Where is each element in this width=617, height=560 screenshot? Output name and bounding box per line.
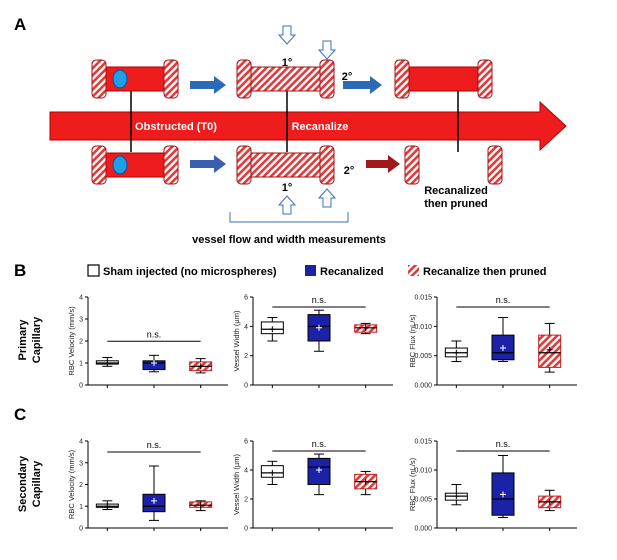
y-axis-label: RBC Velocity (mm/s) — [67, 449, 76, 519]
y-tick-label: 0.005 — [414, 353, 432, 360]
panel-label: C — [14, 405, 26, 424]
y-tick-label: 0 — [79, 526, 83, 533]
mean-marker — [197, 363, 204, 370]
mean-marker — [546, 498, 553, 505]
y-tick-label: 0.000 — [414, 526, 432, 533]
y-tick-label: 0.010 — [414, 324, 432, 331]
mean-marker — [197, 502, 204, 509]
measure-label: vessel flow and width measurements — [192, 234, 386, 246]
mean-marker — [316, 467, 322, 473]
mean-marker — [269, 326, 276, 333]
y-axis-label: Vessel Width (µm) — [232, 453, 241, 515]
significance-label: n.s. — [147, 329, 162, 339]
mean-marker — [151, 360, 157, 366]
timepoint-lines — [130, 88, 459, 152]
step-arrow — [190, 76, 226, 94]
row-label: Capillary — [31, 460, 43, 507]
legend-swatch — [408, 265, 419, 276]
y-tick-label: 6 — [244, 295, 248, 302]
y-tick-label: 0 — [79, 383, 83, 390]
y-tick-label: 1 — [79, 504, 83, 511]
stage-label: Recanalize — [292, 121, 349, 133]
step-arrow — [190, 155, 226, 173]
pruned-label: Recanalized — [424, 185, 488, 197]
y-tick-label: 4 — [79, 439, 83, 446]
mean-marker — [104, 360, 111, 366]
y-tick-label: 0.010 — [414, 468, 432, 475]
vessel — [394, 59, 493, 99]
y-tick-label: 2 — [79, 339, 83, 346]
y-tick-label: 2 — [244, 353, 248, 360]
panel-label: B — [14, 261, 26, 280]
y-axis-label: Vessel Width (µm) — [232, 310, 241, 372]
order-label: 2° — [342, 71, 353, 83]
y-tick-label: 2 — [79, 482, 83, 489]
legend-swatch — [87, 264, 100, 277]
order-label: 2° — [344, 165, 355, 177]
significance-label: n.s. — [496, 439, 511, 449]
pruned-vessel — [404, 145, 503, 185]
y-tick-label: 0.015 — [414, 439, 432, 446]
stage-label: Obstructed (T0) — [135, 121, 217, 133]
y-tick-label: 0 — [244, 383, 248, 390]
y-axis-label: RBC Flux (nL/s) — [408, 457, 417, 511]
y-tick-label: 6 — [244, 439, 248, 446]
mean-marker — [316, 324, 322, 331]
mean-marker — [546, 346, 553, 353]
y-tick-label: 3 — [79, 317, 83, 324]
row-label: Capillary — [31, 316, 43, 363]
y-tick-label: 3 — [79, 460, 83, 467]
y-tick-label: 0 — [244, 526, 248, 533]
legend-label: Sham injected (no microspheres) — [103, 266, 277, 278]
y-tick-label: 0.005 — [414, 497, 432, 504]
vessel — [91, 59, 179, 99]
legend-label: Recanalized — [320, 266, 384, 278]
measure-arrows — [277, 25, 337, 215]
order-label: 1° — [282, 182, 293, 194]
significance-label: n.s. — [496, 295, 511, 305]
y-tick-label: 1 — [79, 361, 83, 368]
y-tick-label: 4 — [244, 468, 248, 475]
y-axis-label: RBC Velocity (mm/s) — [67, 306, 76, 376]
y-tick-label: 0.000 — [414, 383, 432, 390]
mean-marker — [453, 493, 460, 500]
legend-swatch — [305, 265, 316, 276]
mean-marker — [362, 324, 369, 331]
pruned-label: then pruned — [424, 198, 488, 210]
significance-label: n.s. — [147, 440, 162, 450]
vessel — [236, 145, 335, 185]
mean-marker — [453, 349, 460, 356]
vessel — [91, 145, 179, 185]
y-tick-label: 4 — [244, 324, 248, 331]
y-axis-label: RBC Flux (nL/s) — [408, 314, 417, 368]
y-tick-label: 4 — [79, 295, 83, 302]
y-tick-label: 2 — [244, 497, 248, 504]
mean-marker — [104, 503, 111, 510]
mean-marker — [151, 497, 157, 504]
mean-marker — [500, 345, 506, 352]
step-arrow — [343, 76, 382, 94]
row-label: Secondary — [17, 455, 29, 512]
row-label: Primary — [17, 319, 29, 361]
bracket — [229, 212, 349, 223]
y-tick-label: 0.015 — [414, 295, 432, 302]
vessel — [236, 59, 335, 99]
order-label: 1° — [282, 57, 293, 69]
mean-marker — [269, 469, 276, 476]
panel-label: A — [14, 15, 26, 34]
significance-label: n.s. — [312, 439, 327, 449]
legend-label: Recanalize then pruned — [423, 266, 546, 278]
significance-label: n.s. — [312, 295, 327, 305]
mean-marker — [500, 491, 506, 498]
step-arrow — [366, 155, 400, 173]
mean-marker — [362, 478, 369, 485]
